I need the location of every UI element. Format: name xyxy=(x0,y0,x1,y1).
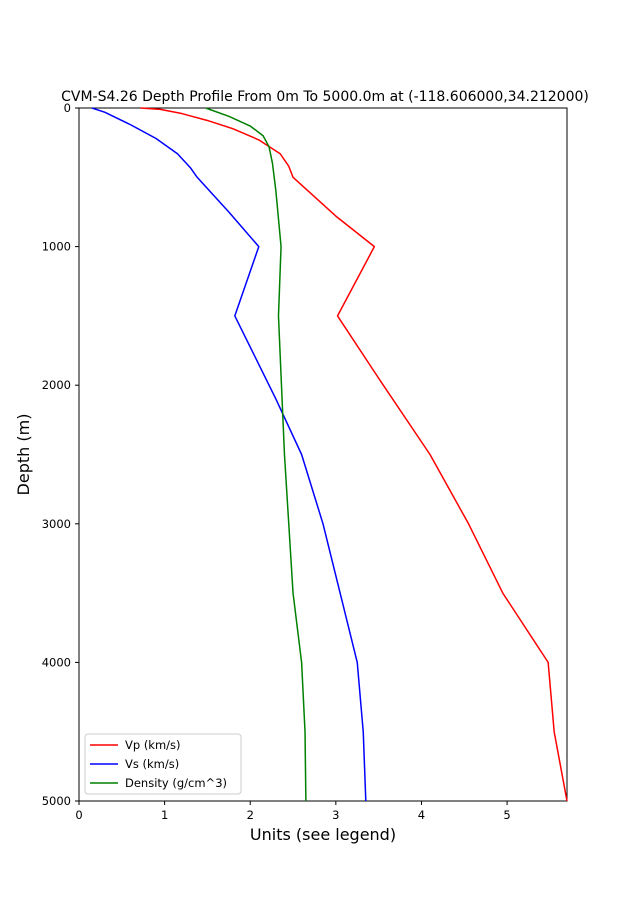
x-axis-label: Units (see legend) xyxy=(250,825,396,844)
legend-label-3: Density (g/cm^3) xyxy=(125,776,227,790)
y-tick-label: 5000 xyxy=(42,794,71,808)
y-tick-label: 1000 xyxy=(42,240,71,254)
series-line-1 xyxy=(140,107,568,802)
series-layer xyxy=(91,107,568,802)
y-tick-label: 2000 xyxy=(42,378,71,392)
y-tick-label: 0 xyxy=(64,101,71,115)
legend-label-2: Vs (km/s) xyxy=(125,757,179,771)
series-line-2 xyxy=(91,107,367,802)
x-tick-label: 4 xyxy=(418,808,425,822)
series-line-3 xyxy=(205,107,307,802)
x-tick-label: 3 xyxy=(332,808,339,822)
y-tick-label: 3000 xyxy=(42,517,71,531)
x-tick-label: 1 xyxy=(161,808,168,822)
y-axis-ticks: 0 1000 2000 3000 4000 5000 xyxy=(42,101,79,808)
plot-area-frame xyxy=(78,107,568,802)
x-tick-label: 2 xyxy=(247,808,254,822)
x-tick-label: 0 xyxy=(75,808,82,822)
x-axis-ticks: 0 1 2 3 4 5 xyxy=(75,801,511,822)
x-tick-label: 5 xyxy=(503,808,510,822)
y-axis-label: Depth (m) xyxy=(14,414,33,496)
legend-box xyxy=(84,733,242,795)
legend: Vp (km/s) Vs (km/s) Density (g/cm^3) xyxy=(84,733,242,795)
chart-title: CVM-S4.26 Depth Profile From 0m To 5000.… xyxy=(61,89,589,105)
y-tick-label: 4000 xyxy=(42,655,71,669)
legend-label-1: Vp (km/s) xyxy=(125,738,181,752)
legend-items: Vp (km/s) Vs (km/s) Density (g/cm^3) xyxy=(90,738,227,790)
